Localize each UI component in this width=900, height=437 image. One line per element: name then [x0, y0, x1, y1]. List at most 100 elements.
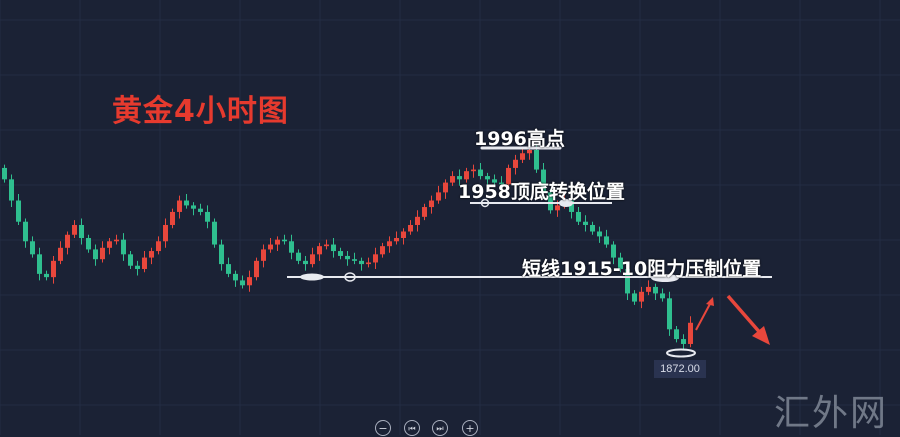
candle-body	[436, 192, 441, 201]
chart-title: 黄金4小时图	[112, 94, 289, 129]
down-arrow-head-icon	[752, 326, 770, 345]
line-handle	[480, 198, 490, 208]
candle-body	[149, 251, 154, 258]
low-marker	[666, 348, 696, 358]
candle-body	[373, 254, 378, 263]
candle-body	[254, 260, 259, 278]
candle-body	[233, 273, 238, 281]
watermark: 汇外网	[774, 393, 889, 434]
candle-body	[212, 221, 217, 245]
candle-body	[597, 231, 602, 237]
candle-body	[394, 238, 399, 242]
line-handle	[651, 274, 679, 282]
candle-body	[548, 192, 553, 211]
candle-body	[23, 221, 28, 242]
candle-body	[317, 246, 322, 255]
up-arrow-head-icon	[706, 297, 714, 306]
candle-body	[184, 200, 189, 206]
candle-body	[268, 244, 273, 250]
scroll-right-button[interactable]: ⏭	[432, 420, 448, 436]
annotation-resistance: 短线1915-10阻力压制位置	[522, 258, 762, 280]
candle-body	[366, 262, 371, 265]
candle-body	[569, 200, 574, 212]
candle-body	[72, 224, 77, 235]
down-arrow-icon	[726, 294, 764, 337]
annotation-high: 1996高点	[474, 128, 565, 150]
candle-body	[261, 249, 266, 261]
candle-body	[555, 205, 560, 211]
candle-body	[51, 260, 56, 278]
candle-body	[205, 211, 210, 222]
candle-body	[590, 224, 595, 232]
candle-body	[219, 244, 224, 265]
candle-body	[380, 246, 385, 255]
candle-body	[457, 176, 462, 180]
candle-body	[443, 182, 448, 193]
candle-body	[639, 291, 644, 302]
candle-body	[471, 169, 476, 172]
candle-body	[611, 244, 616, 258]
candle-body	[128, 254, 133, 266]
candle-body	[415, 216, 420, 225]
candle-body	[674, 329, 679, 340]
candle-body	[310, 254, 315, 265]
candle-body	[450, 176, 455, 183]
skip-forward-icon: ⏭	[436, 424, 444, 433]
candle-body	[499, 182, 504, 185]
annotation-flip-level: 1958顶底转换位置	[458, 181, 625, 203]
candle-body	[338, 251, 343, 256]
candle-body	[618, 257, 623, 269]
skip-back-icon: ⏮	[408, 424, 416, 433]
minus-icon: −	[378, 422, 388, 435]
candle-body	[100, 247, 105, 260]
line-handle	[300, 273, 324, 281]
candle-body	[142, 257, 147, 269]
candle-body	[2, 167, 7, 180]
candle-body	[58, 247, 63, 261]
candle-body	[79, 224, 84, 239]
candle-body	[156, 241, 161, 252]
candle-body	[331, 244, 336, 252]
candle-body	[408, 224, 413, 232]
candle-body	[359, 260, 364, 265]
candle-body	[422, 207, 427, 217]
zoom-out-button[interactable]: −	[375, 420, 391, 436]
candle-body	[429, 200, 434, 208]
candle-body	[660, 293, 665, 299]
scroll-left-button[interactable]: ⏮	[404, 420, 420, 436]
candle-body	[646, 286, 651, 292]
candle-body	[135, 265, 140, 269]
zoom-in-button[interactable]: +	[462, 420, 478, 436]
candle-body	[506, 167, 511, 185]
candle-body	[177, 200, 182, 212]
candle-body	[121, 239, 126, 255]
candle-body	[30, 241, 35, 255]
candle-body	[114, 239, 119, 242]
candle-body	[485, 176, 490, 180]
candle-body	[289, 241, 294, 253]
candle-body	[9, 179, 14, 201]
candle-body	[107, 241, 112, 248]
candle-body	[604, 236, 609, 245]
candle-body	[632, 293, 637, 302]
candle-body	[93, 249, 98, 260]
candle-body	[541, 169, 546, 193]
candle-body	[387, 241, 392, 247]
candle-body	[352, 259, 357, 261]
candle-body	[688, 322, 693, 344]
candle-body	[625, 268, 630, 294]
candle-body	[198, 208, 203, 212]
candle-body	[667, 298, 672, 330]
candle-body	[16, 200, 21, 222]
candle-body	[492, 179, 497, 183]
candle-body	[681, 339, 686, 344]
candle-body	[401, 231, 406, 239]
candle-body	[240, 280, 245, 286]
candle-body	[513, 159, 518, 168]
candle-body	[653, 286, 658, 294]
line-handle	[559, 199, 573, 207]
plus-icon: +	[465, 422, 475, 435]
candle-body	[345, 255, 350, 260]
candle-body	[170, 211, 175, 225]
